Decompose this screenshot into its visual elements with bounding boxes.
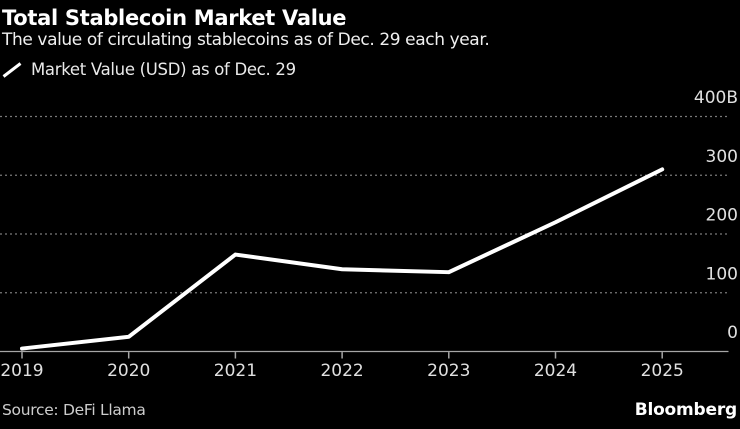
x-tick-label: 2025 <box>641 361 684 381</box>
y-tick-label: 400B <box>694 88 738 108</box>
x-tick-label: 2021 <box>214 361 257 381</box>
market-value-line <box>20 167 665 351</box>
legend: Market Value (USD) as of Dec. 29 <box>2 60 296 79</box>
x-tick-label: 2019 <box>0 361 43 381</box>
x-tick-label: 2023 <box>427 361 470 381</box>
legend-series-label: Market Value (USD) as of Dec. 29 <box>31 60 296 79</box>
bloomberg-logo: Bloomberg <box>634 400 738 420</box>
y-tick-label: 100 <box>706 264 738 284</box>
x-tick-label: 2022 <box>320 361 363 381</box>
y-tick-label: 0 <box>727 323 738 343</box>
y-tick-label: 200 <box>706 206 738 226</box>
chart-footer: Source: DeFi Llama Bloomberg <box>2 400 737 420</box>
x-tick-label: 2020 <box>107 361 150 381</box>
chart-title: Total Stablecoin Market Value <box>2 6 347 30</box>
y-tick-label: 300 <box>706 147 738 167</box>
chart-subtitle: The value of circulating stablecoins as … <box>2 30 490 50</box>
line-series-marker-icon <box>2 61 22 78</box>
x-tick-label: 2024 <box>534 361 577 381</box>
source-credit: Source: DeFi Llama <box>2 401 146 419</box>
